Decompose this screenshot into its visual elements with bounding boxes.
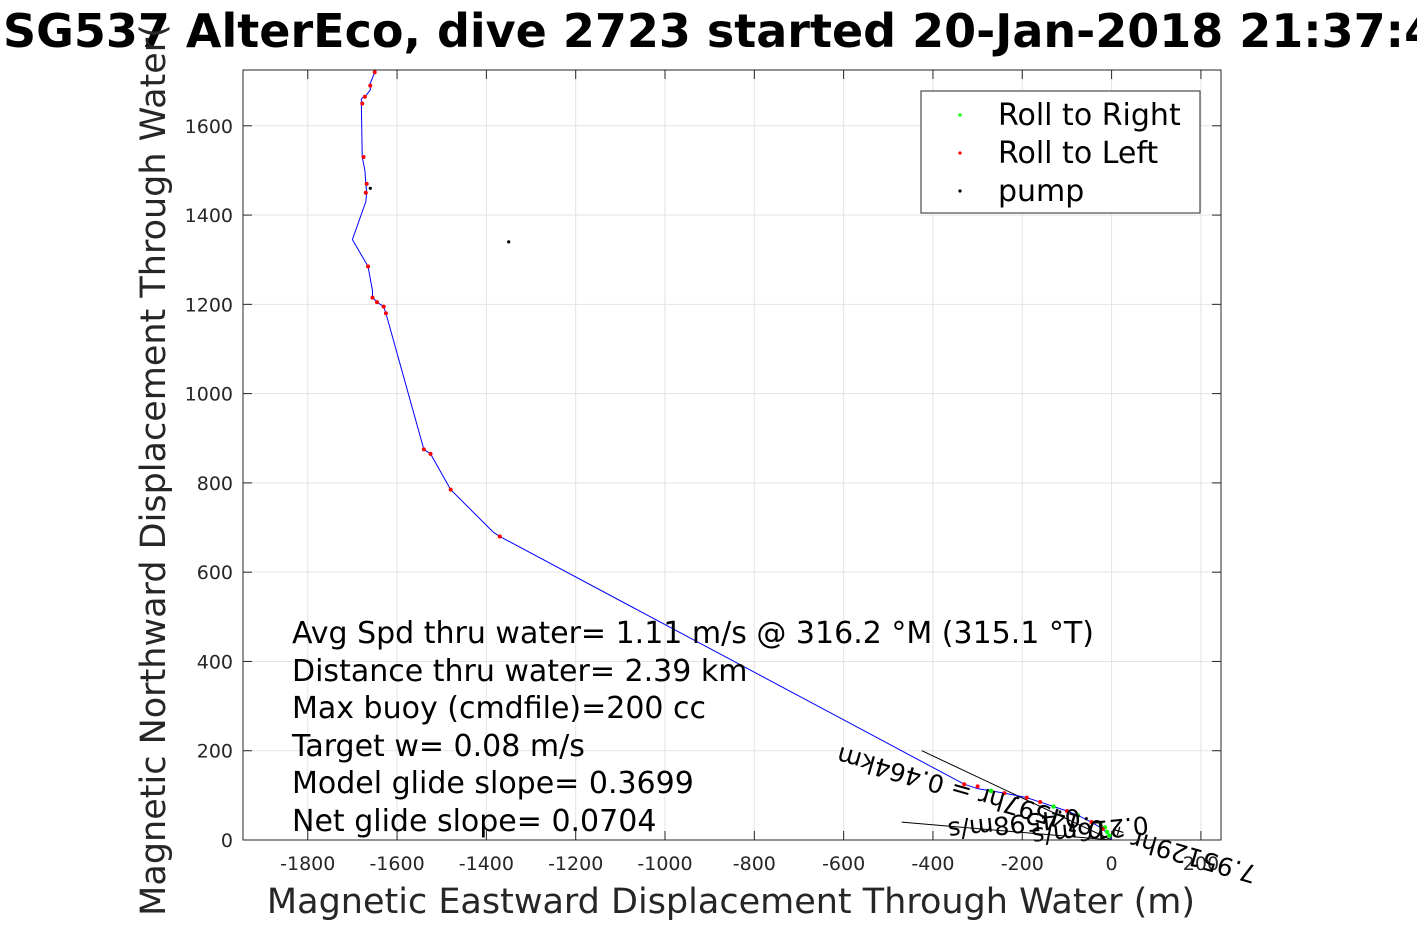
- roll-left-point: [372, 70, 377, 75]
- x-tick-label: -1000: [637, 853, 692, 875]
- roll-right-point: [1107, 833, 1112, 838]
- roll-left-point: [1038, 800, 1043, 805]
- x-tick-label: -1200: [548, 853, 603, 875]
- roll-left-point: [1024, 795, 1029, 800]
- legend-label-pump: pump: [998, 174, 1084, 209]
- x-tick-label: -800: [733, 853, 776, 875]
- roll-right-point: [988, 788, 994, 794]
- x-tick-label: -1600: [369, 853, 424, 875]
- legend-box: [920, 90, 1201, 214]
- current-line: [901, 821, 1112, 841]
- roll-left-point: [383, 311, 388, 316]
- stat-distance: Distance thru water= 2.39 km: [292, 654, 747, 689]
- stat-target-w: Target w= 0.08 m/s: [291, 729, 585, 764]
- legend-marker-pump: [958, 189, 962, 193]
- roll-left-point: [448, 487, 453, 492]
- stat-net-glide: Net glide slope= 0.0704: [292, 804, 656, 839]
- roll-left-point: [363, 190, 368, 195]
- x-tick-label: -200: [1001, 853, 1044, 875]
- roll-left-point: [497, 534, 502, 539]
- roll-left-point: [421, 447, 426, 452]
- roll-right-point: [1104, 829, 1110, 835]
- y-tick-label: 800: [197, 473, 233, 495]
- legend-label-roll-left: Roll to Left: [998, 136, 1158, 171]
- roll-left-point: [360, 101, 365, 106]
- roll-left-point: [975, 784, 980, 789]
- x-tick-label: -400: [911, 853, 954, 875]
- y-tick-label: 400: [197, 651, 233, 673]
- roll-left-point: [381, 304, 386, 309]
- roll-left-point: [428, 451, 433, 456]
- roll-right-point: [1051, 804, 1056, 809]
- y-axis-label: Magnetic Northward Displacement Through …: [134, 24, 174, 916]
- x-tick-label: -600: [822, 853, 865, 875]
- x-tick-label: -1400: [459, 853, 514, 875]
- pump-point: [1016, 795, 1020, 800]
- pump-point: [507, 240, 511, 244]
- y-tick-label: 0: [221, 830, 233, 852]
- roll-left-point: [962, 782, 967, 787]
- chart-title: SG537 AlterEco, dive 2723 started 20-Jan…: [3, 4, 1417, 58]
- y-axis-label-group: Magnetic Northward Displacement Through …: [134, 24, 174, 916]
- stat-avg-speed: Avg Spd thru water= 1.11 m/s @ 316.2 °M …: [292, 616, 1094, 651]
- y-tick-label: 1200: [185, 294, 233, 316]
- roll-left-point: [366, 264, 371, 269]
- roll-left-point: [1089, 820, 1094, 825]
- roll-left-point: [1064, 808, 1069, 813]
- roll-left-point: [362, 94, 367, 99]
- legend: Roll to Right Roll to Left pump: [920, 90, 1201, 214]
- roll-right-point: [1075, 813, 1081, 818]
- roll-right-point: [1098, 820, 1103, 826]
- y-tick-label: 1400: [185, 205, 233, 227]
- x-tick-labels: -1800 -1600 -1400 -1200 -1000 -800 -600 -400 -20…: [280, 853, 1219, 875]
- stats-text: Avg Spd thru water= 1.11 m/s @ 316.2 °M …: [291, 616, 1094, 839]
- legend-label-roll-right: Roll to Right: [998, 98, 1181, 133]
- legend-marker-roll-right: [958, 113, 962, 117]
- roll-left-point: [1002, 791, 1007, 796]
- roll-left-point: [370, 295, 375, 300]
- y-tick-labels: 0 200 400 600 800 1000 1200 1400 1600: [185, 116, 233, 852]
- x-axis-label: Magnetic Eastward Displacement Through W…: [267, 882, 1195, 922]
- y-tick-label: 1000: [185, 384, 233, 406]
- x-tick-label: -1800: [280, 853, 335, 875]
- roll-left-point: [368, 83, 373, 88]
- y-tick-label: 200: [197, 741, 233, 763]
- y-tick-label: 1600: [185, 116, 233, 138]
- roll-left-point: [374, 300, 379, 305]
- stat-max-buoy: Max buoy (cmdfile)=200 cc: [292, 691, 706, 726]
- roll-left-point: [1100, 826, 1105, 831]
- x-tick-label: 200: [1183, 853, 1219, 875]
- track-line: [351, 72, 1113, 841]
- x-tick-label: 0: [1106, 853, 1118, 875]
- plot-frame: [242, 69, 1222, 841]
- data-points: [360, 70, 1112, 838]
- stat-model-glide: Model glide slope= 0.3699: [292, 766, 694, 801]
- y-tick-label: 600: [197, 562, 233, 584]
- roll-left-point: [361, 155, 366, 160]
- track: [351, 72, 1113, 841]
- pump-point: [368, 186, 372, 190]
- legend-marker-roll-left: [958, 151, 962, 155]
- roll-left-point: [364, 181, 369, 186]
